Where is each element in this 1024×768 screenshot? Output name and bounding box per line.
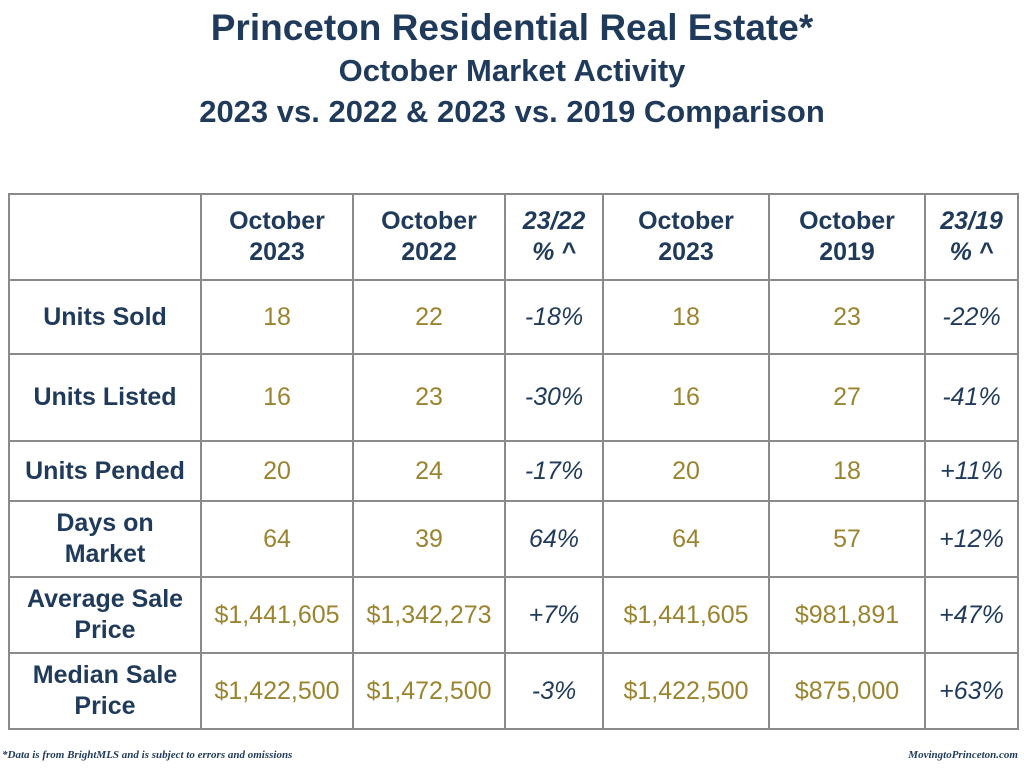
report-comparison-subtitle: 2023 vs. 2022 & 2023 vs. 2019 Comparison <box>199 94 825 129</box>
cell-value: 16 <box>200 353 354 442</box>
data-disclaimer: *Data is from BrightMLS and is subject t… <box>2 749 293 761</box>
report-title: Princeton Residential Real Estate* <box>210 7 814 48</box>
cell-value: $1,472,500 <box>352 652 506 730</box>
cell-value: 64 <box>200 500 354 578</box>
table-row-days-on-market: Days on Market 64 39 64% 64 57 +12% <box>8 500 1019 578</box>
table-row-median-sale-price: Median Sale Price $1,422,500 $1,472,500 -… <box>8 652 1019 730</box>
cell-percent: -17% <box>504 440 604 502</box>
row-label: Units Sold <box>8 279 202 355</box>
cell-value: $981,891 <box>768 576 926 654</box>
report-subtitle: October Market Activity <box>338 53 686 88</box>
table-row-units-sold: Units Sold 18 22 -18% 18 23 -22% <box>8 279 1019 355</box>
cell-value: $1,441,605 <box>200 576 354 654</box>
header-cell-23-19-pct: 23/19% ^ <box>924 193 1019 281</box>
cell-percent: +12% <box>924 500 1019 578</box>
cell-value: $875,000 <box>768 652 926 730</box>
cell-value: 16 <box>602 353 770 442</box>
cell-percent: +7% <box>504 576 604 654</box>
row-label: Units Pended <box>8 440 202 502</box>
cell-value: $1,441,605 <box>602 576 770 654</box>
cell-percent: -18% <box>504 279 604 355</box>
cell-value: 24 <box>352 440 506 502</box>
header-cell-oct-2023-a: October 2023 <box>200 193 354 281</box>
cell-percent: +47% <box>924 576 1019 654</box>
cell-percent: -3% <box>504 652 604 730</box>
cell-value: 27 <box>768 353 926 442</box>
cell-value: $1,342,273 <box>352 576 506 654</box>
table-header-row: October 2023 October 2022 23/22% ^ October… <box>8 193 1019 281</box>
cell-value: 18 <box>768 440 926 502</box>
cell-value: 39 <box>352 500 506 578</box>
row-label: Average Sale Price <box>8 576 202 654</box>
header-cell-oct-2019: October 2019 <box>768 193 926 281</box>
cell-percent: -41% <box>924 353 1019 442</box>
cell-value: 57 <box>768 500 926 578</box>
header-cell-blank <box>8 193 202 281</box>
cell-percent: +11% <box>924 440 1019 502</box>
header-cell-oct-2022: October 2022 <box>352 193 506 281</box>
market-activity-table: October 2023 October 2022 23/22% ^ October… <box>8 193 1019 730</box>
row-label: Median Sale Price <box>8 652 202 730</box>
cell-percent: -30% <box>504 353 604 442</box>
cell-value: 22 <box>352 279 506 355</box>
cell-percent: -22% <box>924 279 1019 355</box>
cell-percent: 64% <box>504 500 604 578</box>
cell-value: 23 <box>768 279 926 355</box>
cell-value: 20 <box>200 440 354 502</box>
cell-value: $1,422,500 <box>200 652 354 730</box>
cell-value: $1,422,500 <box>602 652 770 730</box>
table-row-units-pended: Units Pended 20 24 -17% 20 18 +11% <box>8 440 1019 502</box>
report-title-block: Princeton Residential Real Estate* Octob… <box>0 4 1024 134</box>
header-cell-oct-2023-b: October 2023 <box>602 193 770 281</box>
cell-value: 23 <box>352 353 506 442</box>
header-cell-23-22-pct: 23/22% ^ <box>504 193 604 281</box>
table-row-units-listed: Units Listed 16 23 -30% 16 27 -41% <box>8 353 1019 442</box>
table-row-average-sale-price: Average Sale Price $1,441,605 $1,342,273 … <box>8 576 1019 654</box>
cell-percent: +63% <box>924 652 1019 730</box>
cell-value: 64 <box>602 500 770 578</box>
site-credit: MovingtoPrinceton.com <box>908 749 1018 761</box>
cell-value: 18 <box>602 279 770 355</box>
row-label: Units Listed <box>8 353 202 442</box>
row-label: Days on Market <box>8 500 202 578</box>
cell-value: 18 <box>200 279 354 355</box>
cell-value: 20 <box>602 440 770 502</box>
